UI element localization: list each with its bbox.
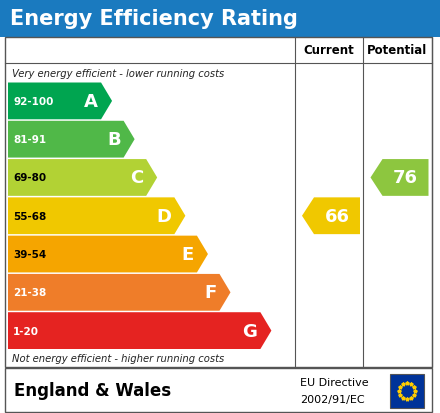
Text: C: C	[130, 169, 143, 187]
Polygon shape	[302, 198, 360, 235]
Polygon shape	[8, 160, 157, 197]
Text: Energy Efficiency Rating: Energy Efficiency Rating	[10, 9, 298, 29]
Text: 66: 66	[324, 207, 349, 225]
Bar	[5, 368, 432, 412]
Polygon shape	[8, 198, 185, 235]
Bar	[390, 374, 424, 408]
Polygon shape	[8, 236, 208, 273]
Text: 69-80: 69-80	[13, 173, 46, 183]
Bar	[0, 0, 440, 38]
Text: 39-54: 39-54	[13, 249, 46, 259]
Polygon shape	[370, 160, 429, 197]
Bar	[5, 38, 432, 367]
Text: 76: 76	[393, 169, 418, 187]
Text: Very energy efficient - lower running costs: Very energy efficient - lower running co…	[12, 69, 224, 79]
Text: 2002/91/EC: 2002/91/EC	[300, 394, 365, 404]
Text: EU Directive: EU Directive	[300, 377, 369, 387]
Text: England & Wales: England & Wales	[14, 381, 171, 399]
Text: E: E	[182, 245, 194, 263]
Polygon shape	[8, 313, 271, 349]
Polygon shape	[8, 121, 135, 158]
Text: A: A	[84, 93, 98, 111]
Polygon shape	[8, 274, 231, 311]
Text: D: D	[156, 207, 172, 225]
Text: B: B	[107, 131, 121, 149]
Text: Potential: Potential	[367, 44, 428, 57]
Text: 21-38: 21-38	[13, 287, 46, 298]
Polygon shape	[8, 83, 112, 120]
Text: Not energy efficient - higher running costs: Not energy efficient - higher running co…	[12, 353, 224, 363]
Text: 55-68: 55-68	[13, 211, 46, 221]
Text: 92-100: 92-100	[13, 97, 53, 107]
Text: F: F	[204, 284, 216, 301]
Text: 1-20: 1-20	[13, 326, 39, 336]
Text: Current: Current	[304, 44, 354, 57]
Text: G: G	[242, 322, 257, 340]
Text: 81-91: 81-91	[13, 135, 46, 145]
